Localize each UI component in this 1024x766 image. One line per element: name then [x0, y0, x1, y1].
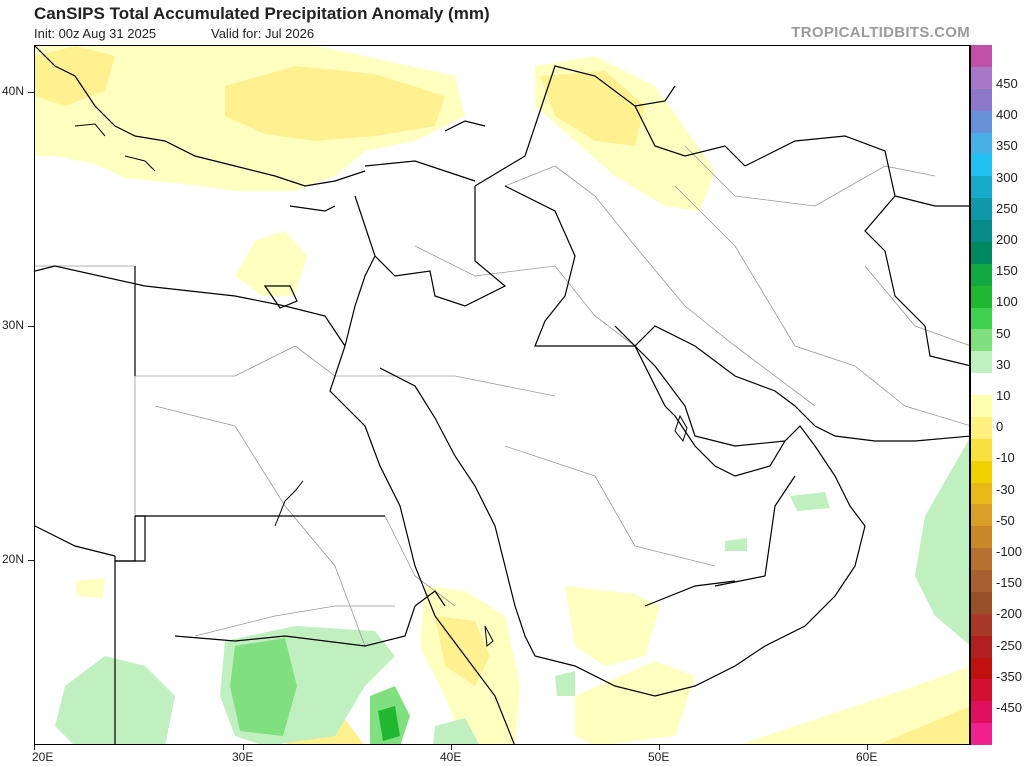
dry-anomaly-shading: [35, 46, 969, 744]
valid-time: Valid for: Jul 2026: [211, 26, 315, 41]
islands: [74, 123, 688, 647]
colorbar-label: 30: [996, 357, 1011, 372]
init-time: Init: 00z Aug 31 2025: [34, 26, 157, 41]
colorbar-segment: [971, 723, 992, 745]
colorbar-label: -100: [996, 544, 1023, 559]
colorbar-segment: [971, 482, 992, 505]
colorbar-label: 200: [996, 232, 1018, 247]
colorbar-label: -150: [996, 575, 1023, 590]
colorbar-label: 150: [996, 263, 1018, 278]
lat-label-30n: 30N: [2, 318, 25, 332]
colorbar-segment: [971, 110, 992, 133]
colorbar-label: -350: [996, 669, 1023, 684]
colorbar-segment: [971, 241, 992, 264]
lon-tick: [659, 745, 660, 750]
country-borders: [35, 145, 969, 647]
colorbar-segment: [971, 351, 992, 374]
colorbar-segment: [971, 570, 992, 592]
colorbar-label: 300: [996, 170, 1018, 185]
colorbar-segment: [971, 438, 992, 461]
colorbar-segment: [971, 657, 992, 680]
colorbar-label: 0: [996, 419, 1004, 434]
colorbar-segment: [971, 504, 992, 527]
colorbar-segment: [971, 373, 992, 395]
lat-label-40n: 40N: [2, 84, 25, 98]
lon-label-40e: 40E: [440, 750, 462, 764]
colorbar-segment: [971, 154, 992, 177]
colorbar-label: 100: [996, 294, 1018, 309]
map-title: CanSIPS Total Accumulated Precipitation …: [34, 4, 490, 23]
lon-tick: [451, 745, 452, 750]
lon-label-20e: 20E: [32, 750, 54, 764]
lon-tick: [34, 745, 35, 750]
colorbar: [970, 45, 992, 745]
colorbar-segment: [971, 307, 992, 330]
colorbar-segment: [971, 526, 992, 549]
lon-label-50e: 50E: [648, 750, 670, 764]
colorbar-label: -450: [996, 700, 1023, 715]
lon-tick: [243, 745, 244, 750]
colorbar-segment: [971, 285, 992, 308]
colorbar-label: -200: [996, 606, 1023, 621]
lon-tick: [867, 745, 868, 750]
lon-label-60e: 60E: [856, 750, 878, 764]
lat-tick: [28, 92, 34, 93]
colorbar-label: 10: [996, 388, 1011, 403]
colorbar-segment: [971, 88, 992, 111]
coastlines: [35, 46, 969, 744]
colorbar-segment: [971, 613, 992, 636]
lat-tick: [28, 560, 34, 561]
colorbar-segment: [971, 220, 992, 242]
colorbar-segment: [971, 176, 992, 199]
colorbar-segment: [971, 679, 992, 702]
colorbar-segment: [971, 66, 992, 89]
colorbar-label: 350: [996, 138, 1018, 153]
colorbar-segment: [971, 395, 992, 417]
map-area: [34, 45, 970, 745]
colorbar-label: -30: [996, 482, 1015, 497]
colorbar-segment: [971, 45, 992, 67]
colorbar-segment: [971, 635, 992, 658]
colorbar-segment: [971, 329, 992, 352]
colorbar-segment: [971, 591, 992, 614]
colorbar-label: -10: [996, 450, 1015, 465]
colorbar-label: 250: [996, 201, 1018, 216]
colorbar-label: 450: [996, 76, 1018, 91]
watermark: TROPICALTIDBITS.COM: [791, 24, 970, 41]
colorbar-label: 400: [996, 107, 1018, 122]
colorbar-segment: [971, 416, 992, 439]
colorbar-label: -250: [996, 638, 1023, 653]
lat-tick: [28, 326, 34, 327]
lat-label-20n: 20N: [2, 552, 25, 566]
map-canvas: [35, 46, 969, 744]
colorbar-segment: [971, 548, 992, 570]
colorbar-segment: [971, 701, 992, 724]
colorbar-label: 50: [996, 326, 1011, 341]
colorbar-label: -50: [996, 513, 1015, 528]
colorbar-segment: [971, 198, 992, 220]
colorbar-segment: [971, 460, 992, 483]
lon-label-30e: 30E: [232, 750, 254, 764]
colorbar-segment: [971, 263, 992, 286]
colorbar-segment: [971, 132, 992, 155]
